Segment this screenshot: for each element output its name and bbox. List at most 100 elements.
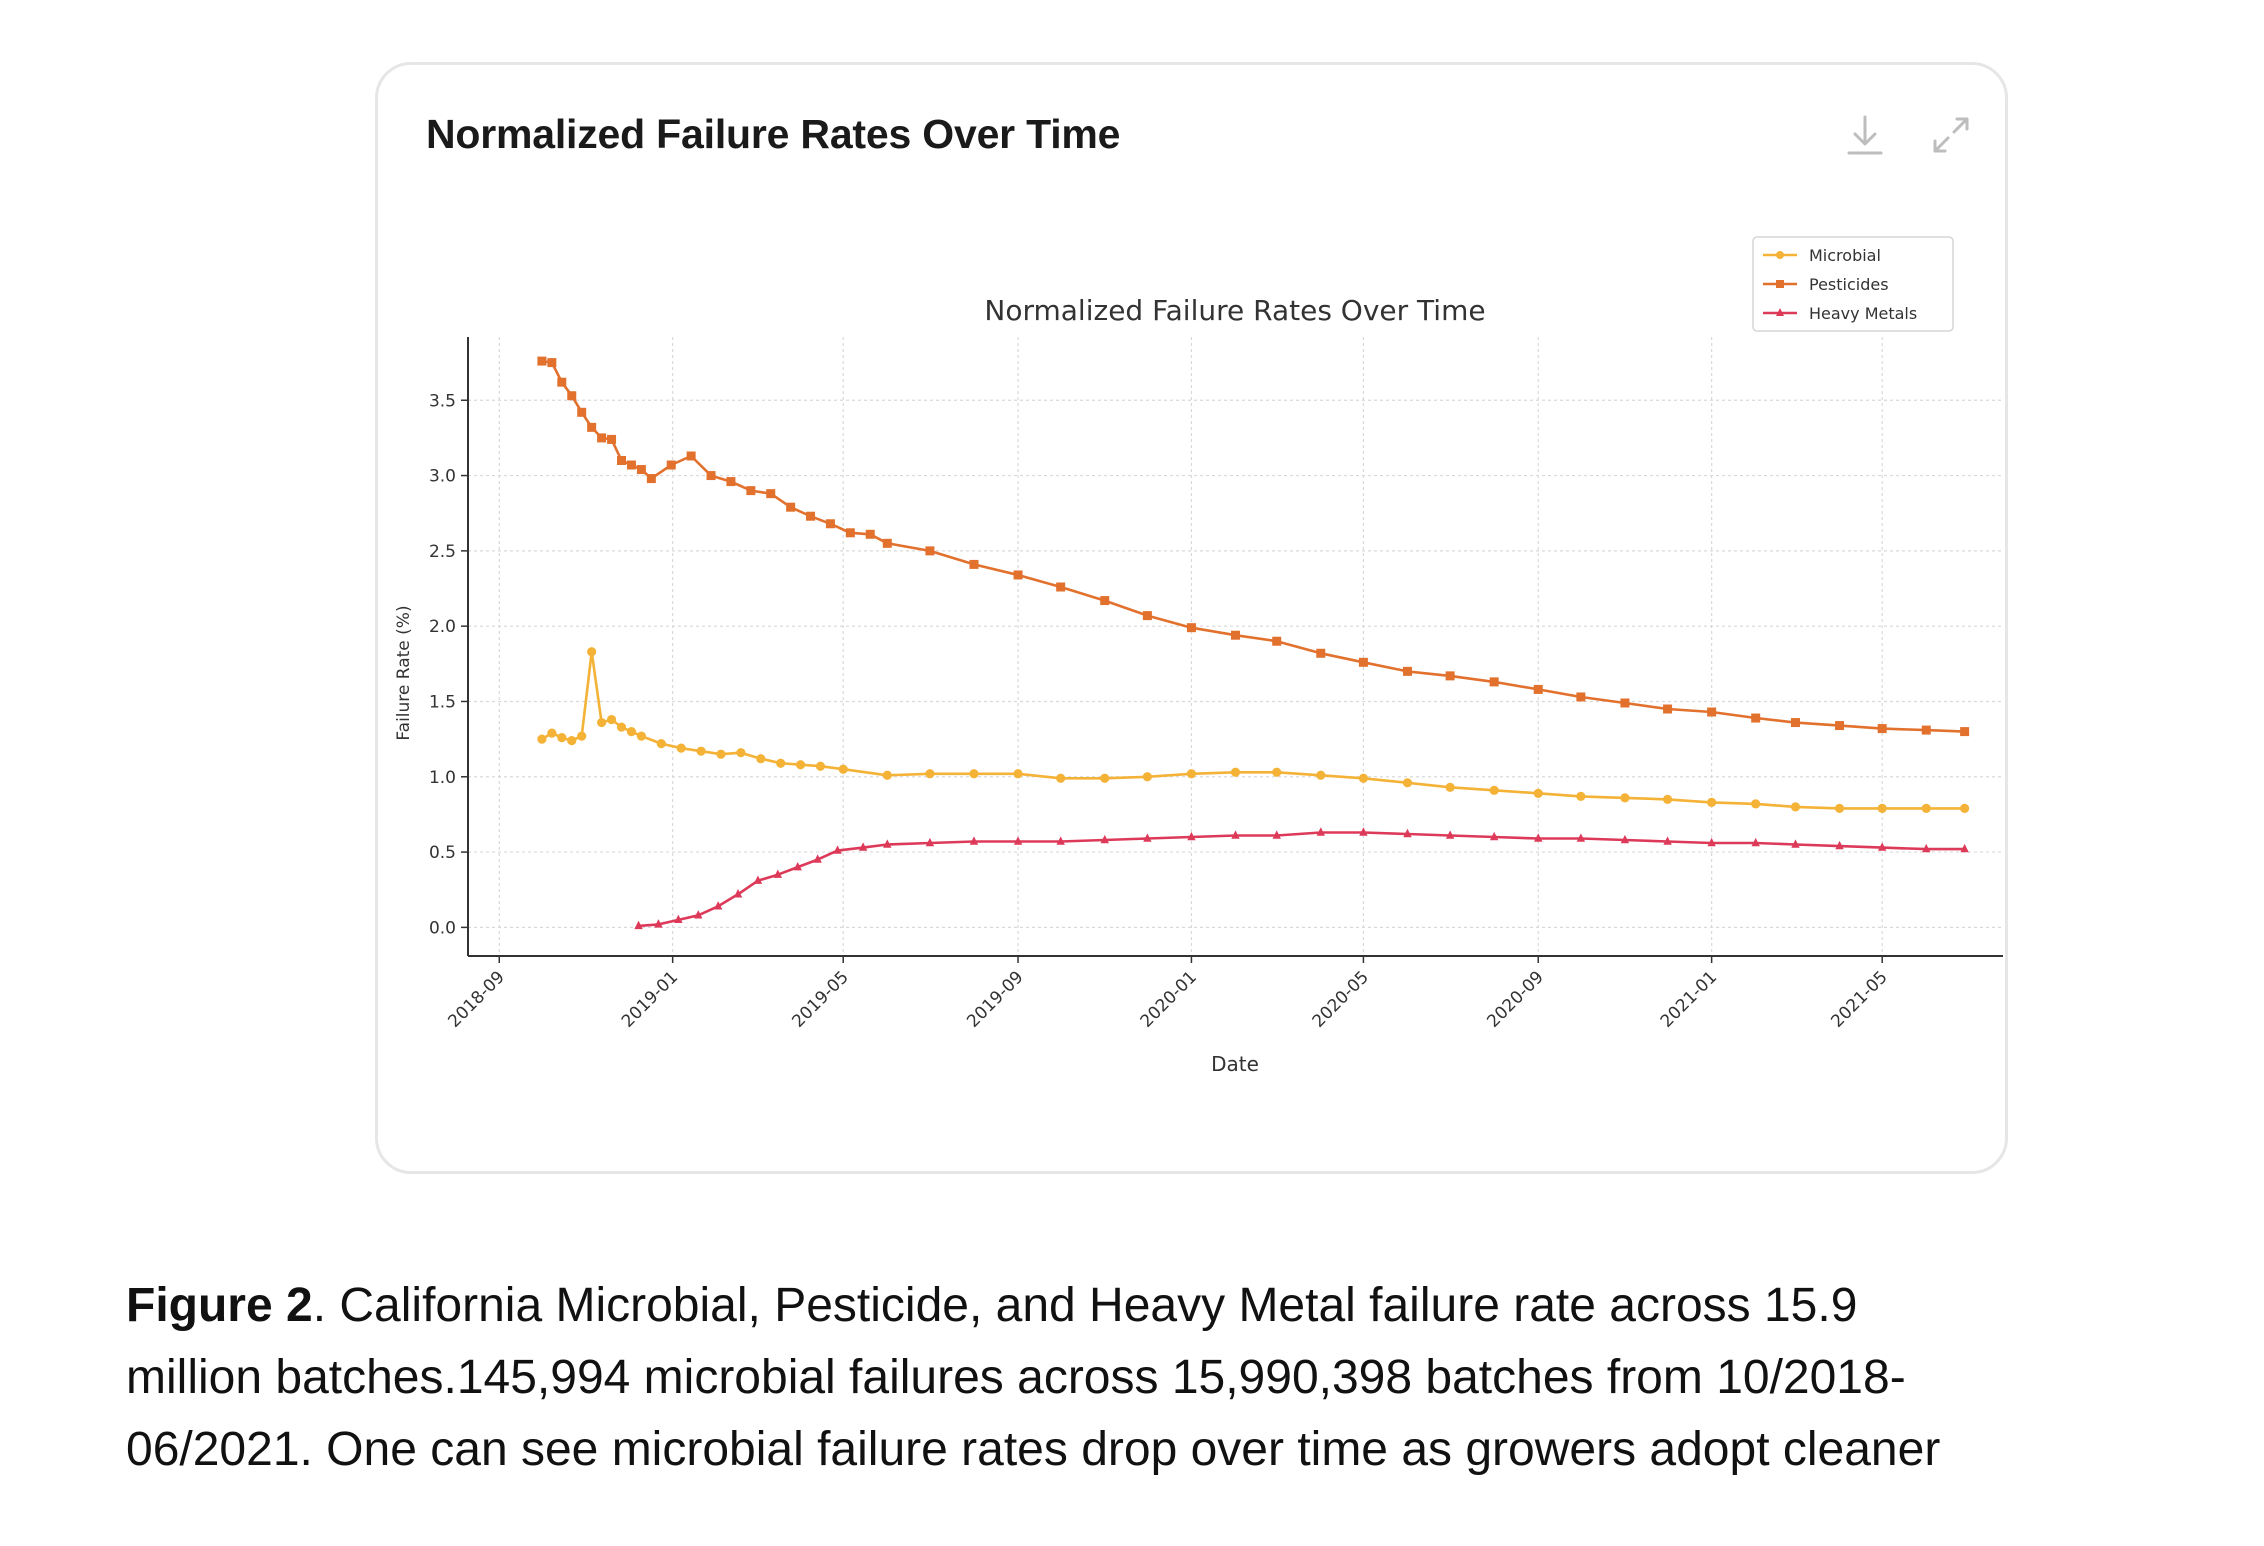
data-point [746, 486, 756, 496]
download-icon [1847, 115, 1883, 155]
data-point [1576, 833, 1586, 842]
data-point [1272, 830, 1281, 839]
data-point [833, 845, 842, 854]
data-point [1776, 308, 1784, 316]
data-point [626, 460, 636, 470]
data-point [1489, 831, 1499, 841]
data-point [1489, 677, 1499, 687]
data-point [1186, 769, 1197, 779]
data-point [1489, 785, 1499, 795]
download-button[interactable] [1839, 109, 1891, 161]
data-point [606, 714, 617, 725]
data-point [1921, 803, 1931, 814]
y-tick-label: 2.0 [429, 617, 456, 637]
data-point [597, 717, 607, 728]
data-point [577, 731, 587, 741]
data-point [607, 434, 617, 444]
y-tick-label: 1.0 [429, 768, 456, 788]
data-point [1056, 773, 1066, 783]
caption-line-3: 06/2021. One can see microbial failure r… [126, 1423, 1941, 1476]
data-point [1751, 799, 1761, 809]
data-point [1142, 611, 1152, 621]
data-point [676, 743, 686, 753]
data-point [1445, 671, 1455, 681]
expand-icon [1933, 117, 1969, 153]
data-point [1790, 718, 1800, 728]
x-tick-label: 2020-09 [1483, 967, 1547, 1031]
series-microbial [537, 647, 1970, 814]
data-point [537, 734, 547, 744]
y-tick-label: 2.5 [429, 542, 456, 562]
data-point [1230, 767, 1241, 777]
data-point [969, 769, 979, 779]
data-point [882, 538, 892, 548]
data-point [786, 502, 796, 512]
data-point [1835, 840, 1844, 850]
x-tick-label: 2018-09 [444, 967, 508, 1031]
data-point [557, 733, 567, 743]
expand-button[interactable] [1925, 109, 1977, 161]
figure-label: Figure 2 [126, 1279, 313, 1332]
y-tick-label: 0.0 [429, 918, 456, 938]
data-point [626, 726, 637, 737]
data-point [597, 433, 607, 443]
data-point [656, 739, 666, 749]
data-point [616, 722, 627, 732]
data-point [806, 511, 816, 521]
data-point [1100, 596, 1110, 606]
data-point [1790, 802, 1801, 812]
data-point [1791, 839, 1800, 848]
data-point [1663, 836, 1672, 845]
data-point [969, 836, 979, 845]
data-point [838, 764, 848, 774]
data-point [1272, 767, 1282, 777]
x-tick-label: 2020-05 [1309, 967, 1373, 1031]
data-point [726, 477, 736, 487]
data-point [1445, 782, 1455, 792]
data-point [773, 869, 783, 878]
data-point [1359, 827, 1368, 836]
data-point [1402, 778, 1413, 788]
series-line [638, 831, 1965, 928]
data-point [793, 861, 802, 871]
series-line [541, 359, 1965, 733]
data-point [1776, 251, 1784, 259]
data-point [1921, 725, 1931, 735]
data-point [1272, 636, 1282, 646]
data-point [1576, 692, 1586, 702]
data-point [1533, 788, 1543, 798]
data-point [686, 451, 696, 461]
chart-card: Normalized Failure Rates Over Time 0.0 0.… [375, 62, 2008, 1174]
series-line [541, 650, 1965, 810]
data-point [1707, 707, 1717, 717]
data-point [825, 519, 835, 529]
x-tick-label: 2019-09 [963, 967, 1027, 1031]
y-tick-label: 0.5 [429, 843, 456, 863]
y-tick-label: 3.5 [429, 391, 456, 411]
data-point [925, 837, 935, 847]
data-point [1316, 770, 1326, 780]
data-point [1358, 773, 1369, 783]
grid-layer [468, 337, 2003, 956]
data-point [1316, 827, 1325, 836]
data-point [1776, 280, 1784, 288]
y-tick-label: 1.5 [429, 692, 456, 712]
data-point [736, 748, 746, 758]
legend-label: Heavy Metals [1809, 304, 1917, 323]
data-point [547, 358, 557, 368]
line-chart: 0.0 0.5 1.0 1.5 2.0 2.5 3.0 3.5 2018-09 2019-01 20… [394, 236, 2003, 1076]
data-point [557, 377, 567, 387]
data-point [969, 559, 979, 569]
data-point [1013, 769, 1023, 779]
y-tick-label: 3.0 [429, 467, 456, 487]
legend-item: Microbial [1763, 246, 1881, 265]
data-point [1662, 794, 1673, 804]
data-point [733, 889, 743, 898]
legend-label: Microbial [1809, 246, 1881, 265]
data-point [1877, 724, 1887, 734]
data-point [587, 647, 597, 657]
data-point [1707, 837, 1716, 847]
data-point [845, 528, 855, 538]
data-point [694, 910, 703, 919]
data-point [696, 746, 706, 756]
